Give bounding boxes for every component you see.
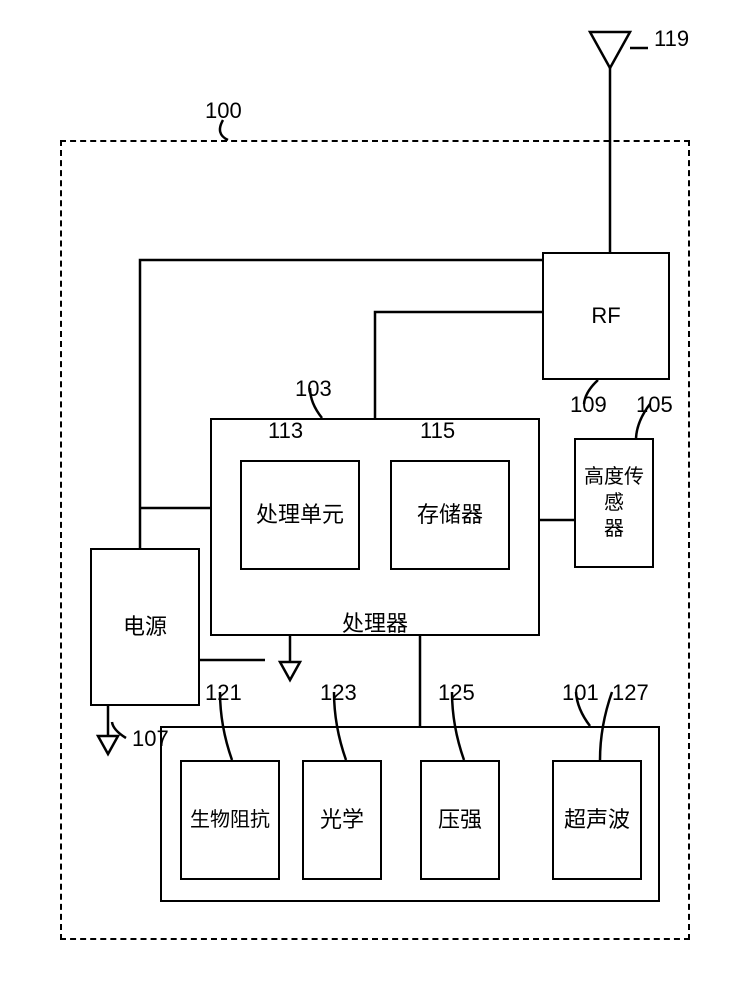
rf-block: RF [542, 252, 670, 380]
ref-101: 101 [562, 680, 599, 706]
ref-100: 100 [205, 98, 242, 124]
ref-125: 125 [438, 680, 475, 706]
ref-127: 127 [612, 680, 649, 706]
power-block: 电源 [90, 548, 200, 706]
power-label: 电源 [119, 609, 171, 646]
ref-115: 115 [420, 418, 455, 444]
altitude-sensor-label: 高度传感器 [576, 460, 652, 546]
ref-119: 119 [654, 26, 689, 52]
memory-block: 存储器 [390, 460, 510, 570]
rf-label: RF [587, 298, 624, 335]
ref-123: 123 [320, 680, 357, 706]
ref-113: 113 [268, 418, 303, 444]
processing-unit-block: 处理单元 [240, 460, 360, 570]
bioimpedance-block: 生物阻抗 [180, 760, 280, 880]
ref-103: 103 [295, 376, 332, 402]
optical-block: 光学 [302, 760, 382, 880]
altitude-sensor-block: 高度传感器 [574, 438, 654, 568]
optical-label: 光学 [316, 802, 368, 839]
pressure-label: 压强 [434, 802, 486, 839]
ref-105: 105 [636, 392, 673, 418]
ultrasonic-label: 超声波 [560, 802, 634, 839]
ref-109: 109 [570, 392, 607, 418]
ref-121: 121 [205, 680, 242, 706]
diagram-canvas: RF 高度传感器 处理器 处理单元 存储器 电源 生物阻抗 光学 压强 超声波 … [0, 0, 750, 1000]
pressure-block: 压强 [420, 760, 500, 880]
ref-107: 107 [132, 726, 169, 752]
ultrasonic-block: 超声波 [552, 760, 642, 880]
processing-unit-label: 处理单元 [252, 497, 348, 534]
processor-label: 处理器 [338, 606, 412, 643]
bioimpedance-label: 生物阻抗 [186, 803, 274, 837]
memory-label: 存储器 [413, 497, 487, 534]
